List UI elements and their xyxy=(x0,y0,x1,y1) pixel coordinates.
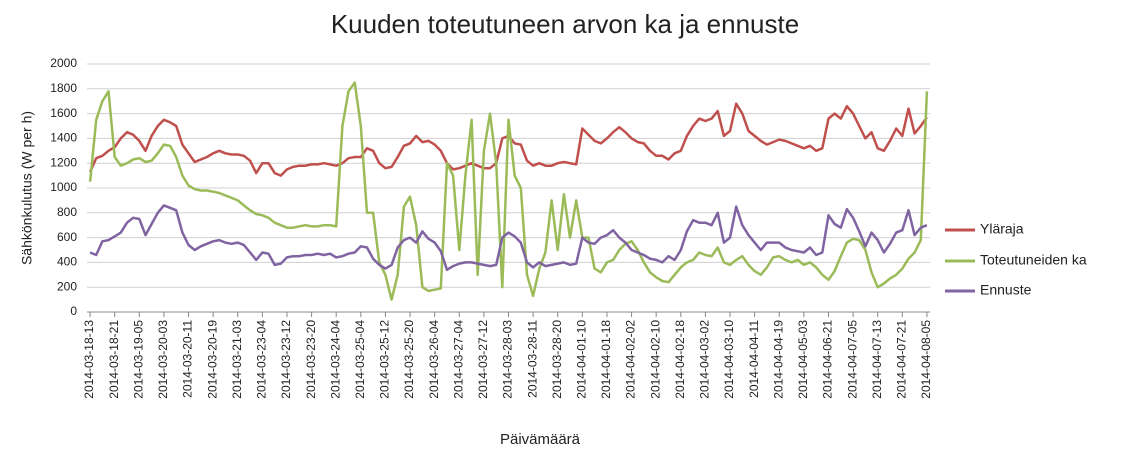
x-tick-label: 2014-04-07-13 xyxy=(870,320,884,399)
x-axis-label: Päivämäärä xyxy=(500,431,581,448)
chart-title: Kuuden toteutuneen arvon ka ja ennuste xyxy=(331,9,799,39)
x-tick-label: 2014-03-24-04 xyxy=(328,320,342,399)
x-tick-label: 2014-03-20-11 xyxy=(181,320,195,398)
x-tick-label: 2014-03-23-12 xyxy=(279,320,293,399)
x-tick-label: 2014-03-19-05 xyxy=(131,320,145,399)
x-tick-label: 2014-03-18-13 xyxy=(82,320,96,399)
x-tick-label: 2014-03-28-20 xyxy=(550,320,564,399)
y-tick-label: 600 xyxy=(57,230,77,244)
legend-label: Ennuste xyxy=(980,282,1032,298)
y-tick-label: 800 xyxy=(57,205,77,219)
y-axis-label: Sähkönkulutus (W per h) xyxy=(19,111,35,265)
y-tick-label: 1000 xyxy=(50,180,77,194)
x-tick-label: 2014-04-07-05 xyxy=(845,320,859,399)
x-tick-label: 2014-03-26-04 xyxy=(427,320,441,399)
x-tick-label: 2014-03-25-12 xyxy=(378,320,392,399)
x-tick-label: 2014-03-28-03 xyxy=(501,320,515,399)
x-tick-label: 2014-04-08-05 xyxy=(919,320,933,399)
x-tick-label: 2014-04-05-03 xyxy=(796,320,810,399)
x-tick-label: 2014-04-01-10 xyxy=(575,320,589,399)
series-line xyxy=(88,81,929,301)
x-tick-label: 2014-04-02-18 xyxy=(673,320,687,399)
x-tick-label: 2014-04-03-10 xyxy=(722,320,736,399)
y-tick-label: 200 xyxy=(57,279,77,293)
x-tick-label: 2014-03-27-04 xyxy=(451,320,465,399)
x-tick-label: 2014-04-02-10 xyxy=(648,320,662,399)
y-tick-label: 0 xyxy=(70,304,77,318)
x-tick-label: 2014-04-04-11 xyxy=(747,320,761,398)
x-tick-label: 2014-04-07-21 xyxy=(894,320,908,399)
x-tick-label: 2014-03-23-20 xyxy=(304,320,318,399)
x-tick-label: 2014-04-03-02 xyxy=(698,320,712,399)
y-tick-label: 1800 xyxy=(50,81,77,95)
x-tick-label: 2014-03-20-03 xyxy=(156,320,170,399)
x-tick-label: 2014-03-20-19 xyxy=(205,320,219,399)
y-tick-label: 400 xyxy=(57,255,77,269)
x-tick-label: 2014-03-18-21 xyxy=(107,320,121,399)
x-tick-label: 2014-03-27-12 xyxy=(476,320,490,399)
x-tick-label: 2014-04-04-19 xyxy=(771,320,785,399)
y-tick-label: 1200 xyxy=(50,155,77,169)
x-tick-label: 2014-03-23-04 xyxy=(255,320,269,399)
y-tick-label: 1400 xyxy=(50,131,77,145)
x-tick-label: 2014-03-25-04 xyxy=(353,320,367,399)
y-tick-label: 1600 xyxy=(50,106,77,120)
legend-label: Yläraja xyxy=(980,221,1024,237)
legend-label: Toteutuneiden ka xyxy=(980,252,1087,268)
x-tick-label: 2014-03-28-11 xyxy=(525,320,539,398)
x-tick-label: 2014-04-01-18 xyxy=(599,320,613,399)
x-tick-label: 2014-03-21-03 xyxy=(230,320,244,399)
x-tick-label: 2014-03-25-20 xyxy=(402,320,416,399)
y-tick-label: 2000 xyxy=(50,56,77,70)
series-line xyxy=(89,204,928,272)
x-tick-label: 2014-04-06-21 xyxy=(821,320,835,399)
x-tick-label: 2014-04-02-02 xyxy=(624,320,638,399)
